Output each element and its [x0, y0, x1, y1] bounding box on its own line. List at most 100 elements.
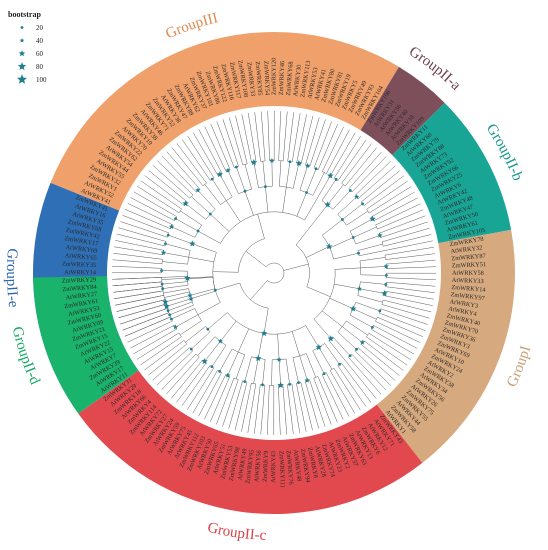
- bootstrap-marker: [377, 232, 383, 238]
- branch: [328, 340, 377, 399]
- branch: [279, 160, 282, 187]
- branch-arc: [366, 333, 370, 338]
- branch: [197, 230, 221, 244]
- branch: [346, 320, 368, 336]
- bootstrap-marker: [304, 377, 310, 383]
- branch: [257, 333, 264, 359]
- branch: [211, 179, 227, 201]
- leaf-label: ZmWRKY33: [245, 62, 256, 97]
- branch: [313, 378, 332, 425]
- branch: [161, 353, 197, 390]
- branch: [359, 288, 385, 294]
- branch: [171, 226, 195, 238]
- branch: [329, 237, 354, 249]
- leaf-label: AtWRKY27: [65, 291, 97, 302]
- bootstrap-marker: [261, 383, 264, 387]
- branch: [262, 359, 266, 385]
- branch: [377, 209, 424, 230]
- branch: [357, 243, 383, 251]
- branch: [317, 123, 338, 170]
- branch: [373, 325, 418, 349]
- branch: [312, 350, 325, 374]
- group-band: [376, 229, 515, 463]
- branch: [254, 112, 261, 162]
- branch: [244, 191, 254, 216]
- branch: [197, 336, 216, 356]
- branch: [219, 348, 233, 372]
- group-band: [78, 370, 423, 515]
- branch-arc: [183, 340, 188, 345]
- branch: [349, 218, 373, 232]
- branch: [219, 174, 233, 198]
- branch: [265, 186, 269, 213]
- leaf-label: ZmWRKY35: [62, 261, 97, 269]
- branch: [136, 332, 180, 360]
- branch: [306, 353, 317, 378]
- branch: [185, 203, 206, 220]
- leaf-label: AtWRKY14: [64, 269, 97, 276]
- bootstrap-marker: [184, 274, 191, 281]
- branch: [286, 161, 291, 188]
- branch: [157, 160, 194, 196]
- branch: [162, 281, 188, 285]
- bootstrap-marker: [168, 223, 175, 229]
- branch: [176, 362, 207, 403]
- leaf-label: AtWRKY65: [65, 252, 97, 262]
- leaf-label: AtWRKY58: [452, 270, 484, 277]
- bootstrap-marker: [174, 217, 178, 221]
- branch: [363, 175, 404, 206]
- legend-label: 80: [36, 62, 43, 71]
- branch: [324, 343, 340, 365]
- legend-item: 20: [8, 21, 56, 34]
- bootstrap-marker: [162, 298, 169, 305]
- bootstrap-marker: [166, 233, 170, 237]
- branch: [309, 119, 326, 167]
- branch: [247, 113, 257, 163]
- branch: [187, 367, 215, 410]
- branch: [245, 250, 267, 268]
- bootstrap-marker: [276, 356, 282, 362]
- branch: [342, 326, 363, 343]
- group-band: [360, 66, 445, 156]
- leaf-label: ZmWRKY111: [277, 451, 285, 488]
- branch: [244, 356, 252, 382]
- branch: [313, 121, 332, 169]
- branch: [253, 358, 259, 384]
- branch: [163, 252, 189, 258]
- bootstrap-marker: [322, 372, 326, 376]
- bootstrap-marker: [288, 382, 292, 386]
- branch: [321, 310, 343, 327]
- branch: [384, 295, 433, 306]
- leaf-label: AtWRKY33: [452, 277, 484, 285]
- leaf-label: ZmWRKY87: [451, 253, 486, 263]
- legend-label: 20: [36, 23, 43, 32]
- bootstrap-marker: [314, 167, 318, 171]
- branch: [113, 286, 163, 293]
- branch: [263, 308, 269, 334]
- branch: [228, 380, 243, 429]
- bootstrap-marker: [340, 218, 344, 221]
- branch: [166, 356, 200, 395]
- branch: [299, 355, 308, 381]
- bootstrap-marker: [288, 160, 292, 164]
- legend-marker: [19, 38, 25, 43]
- bootstrap-marker: [201, 357, 208, 365]
- branch: [386, 281, 436, 287]
- branch-arc: [178, 208, 182, 213]
- branch: [152, 165, 191, 199]
- branch-arc: [295, 244, 310, 287]
- group-label: GroupIII: [163, 10, 219, 42]
- bootstrap-marker: [255, 354, 262, 362]
- branch-arc: [220, 196, 233, 205]
- bootstrap-marker: [163, 302, 170, 310]
- branch: [371, 191, 415, 218]
- bootstrap-marker: [325, 243, 333, 250]
- branch: [115, 295, 164, 306]
- bootstrap-marker: [297, 381, 300, 385]
- bootstrap-marker: [304, 162, 311, 168]
- branch: [291, 113, 301, 163]
- branch: [377, 316, 424, 337]
- branch: [354, 350, 391, 386]
- legend-star: [18, 50, 26, 57]
